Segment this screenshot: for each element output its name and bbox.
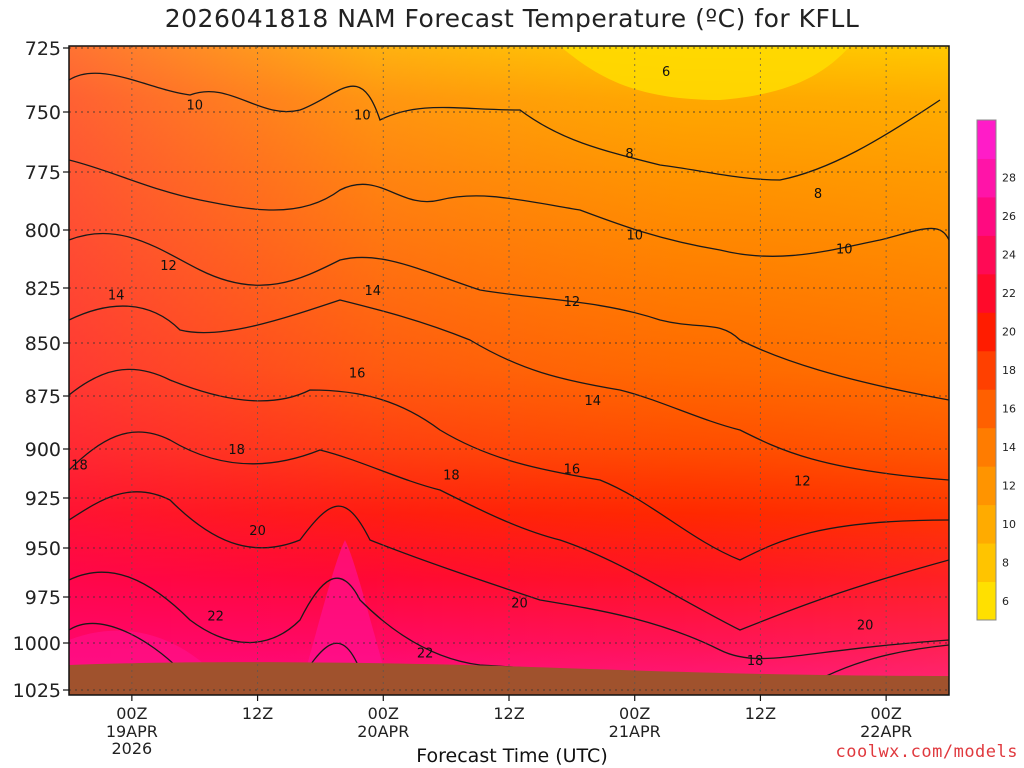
contour-label: 6 — [662, 65, 670, 80]
y-tick-label: 825 — [25, 278, 61, 300]
cool-pocket — [560, 46, 850, 100]
colorbar-label: 24 — [1002, 249, 1016, 262]
colorbar-label: 8 — [1002, 556, 1009, 569]
contour-label: 20 — [249, 524, 266, 539]
axes: 7257507758008258508759009259509751000102… — [13, 38, 950, 758]
y-tick-label: 800 — [25, 220, 61, 242]
contour-label: 12 — [794, 474, 811, 489]
y-tick-label: 775 — [25, 162, 61, 184]
colorbar-segment — [977, 466, 996, 506]
y-tick-label: 900 — [25, 439, 61, 461]
contour-label: 8 — [814, 187, 822, 202]
surface-terrain — [69, 662, 949, 695]
contour-label: 16 — [349, 367, 366, 382]
contour-line-1 — [69, 72, 941, 181]
y-tick-label: 1025 — [13, 680, 61, 702]
x-tick-label: 00Z — [619, 704, 650, 723]
y-tick-label: 850 — [25, 333, 61, 355]
contour-label: 22 — [417, 646, 434, 661]
y-tick-label: 1000 — [13, 633, 61, 655]
colorbar-frame — [976, 119, 997, 621]
x-tick-sublabel: 22APR — [860, 722, 912, 741]
contour-line-5 — [69, 368, 949, 561]
contour-line-7 — [69, 491, 949, 660]
colorbar-label: 10 — [1002, 518, 1016, 531]
x-tick-label: 12Z — [745, 704, 776, 723]
x-tick-sublabel: 2026 — [111, 739, 152, 758]
contour-label: 14 — [585, 394, 602, 409]
credit-text: coolwx.com/models — [835, 742, 1018, 762]
colorbar-segment — [977, 504, 996, 544]
contour-line-3 — [69, 232, 949, 401]
x-axis-label: Forecast Time (UTC) — [416, 745, 608, 767]
colorbar-label: 18 — [1002, 364, 1016, 377]
colorbar-segment — [977, 196, 996, 236]
contour-label: 14 — [108, 289, 125, 304]
contour-label: 16 — [564, 463, 581, 478]
contour-label: 20 — [857, 619, 874, 634]
colorbar-segment — [977, 389, 996, 429]
x-tick-label: 00Z — [368, 704, 399, 723]
contour-label: 8 — [625, 147, 633, 162]
colorbar-segment — [977, 235, 996, 275]
x-tick-label: 00Z — [116, 704, 147, 723]
contour-label: 10 — [836, 243, 853, 258]
contour-line-4 — [69, 299, 949, 481]
contour-line-2 — [69, 159, 949, 257]
x-tick-sublabel: 19APR — [106, 722, 158, 741]
y-tick-label: 925 — [25, 488, 61, 510]
contour-label: 10 — [186, 98, 203, 113]
colorbar-label: 26 — [1002, 210, 1016, 223]
x-tick-sublabel: 20APR — [357, 722, 409, 741]
contour-label: 20 — [511, 597, 528, 612]
colorbar: 6 8 10 12 14 16 18 20 22 24 26 28 — [976, 119, 1016, 621]
colorbar-label: 6 — [1002, 595, 1009, 608]
contour-label: 22 — [207, 609, 224, 624]
colorbar-segment — [977, 543, 996, 583]
y-tick-label: 875 — [25, 386, 61, 408]
colorbar-segment — [977, 427, 996, 467]
contour-label: 18 — [443, 468, 460, 483]
contour-label: 10 — [626, 229, 643, 244]
x-tick-label: 00Z — [870, 704, 901, 723]
colorbar-label: 28 — [1002, 172, 1016, 185]
y-tick-label: 975 — [25, 587, 61, 609]
contour-line-6 — [69, 431, 949, 631]
contour-labels: 6 8 8 10 10 10 10 12 12 12 14 14 14 16 16 18 18 18 18 20 20 2… — [71, 65, 873, 669]
contour-label: 14 — [365, 284, 382, 299]
contour-label: 18 — [71, 459, 88, 474]
contour-label: 18 — [228, 443, 245, 458]
colorbar-label: 12 — [1002, 479, 1016, 492]
x-tick-label: 12Z — [493, 704, 524, 723]
grid-lines — [69, 46, 949, 695]
x-tick-label: 12Z — [242, 704, 273, 723]
contour-label: 10 — [354, 108, 371, 123]
contour-label: 18 — [747, 654, 764, 669]
y-tick-label: 750 — [25, 102, 61, 124]
x-tick-sublabel: 21APR — [609, 722, 661, 741]
colorbar-segment — [977, 350, 996, 390]
colorbar-segment — [977, 312, 996, 352]
colorbar-segment — [977, 273, 996, 313]
contour-label: 12 — [160, 259, 177, 274]
colorbar-label: 20 — [1002, 326, 1016, 339]
contour-label: 12 — [564, 295, 581, 310]
colorbar-segment — [977, 581, 996, 621]
warm-core — [300, 540, 390, 690]
colorbar-label: 16 — [1002, 402, 1016, 415]
colorbar-segment — [977, 158, 996, 198]
colorbar-label: 22 — [1002, 287, 1016, 300]
colorbar-segment — [977, 120, 996, 159]
colorbar-label: 14 — [1002, 441, 1016, 454]
chart-title: 2026041818 NAM Forecast Temperature (ºC)… — [164, 4, 860, 33]
y-tick-label: 950 — [25, 538, 61, 560]
y-tick-label: 725 — [25, 38, 61, 60]
